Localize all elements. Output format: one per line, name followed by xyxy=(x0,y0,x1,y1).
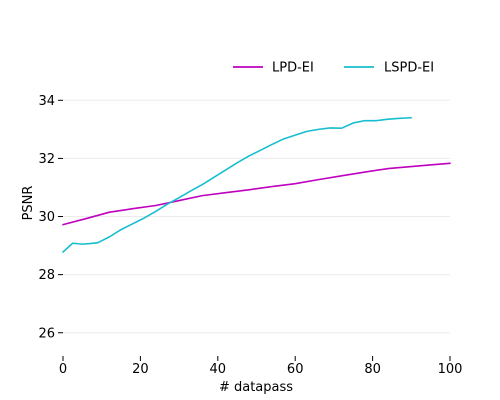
y-axis-label: PSNR xyxy=(21,186,36,221)
x-axis: 0 20 40 60 80 100 xyxy=(59,356,463,377)
x-tick-label: 100 xyxy=(438,362,463,377)
y-tick-label: 26 xyxy=(38,326,55,341)
y-tick-label: 34 xyxy=(38,94,55,109)
gridlines xyxy=(63,99,450,334)
x-tick-label: 40 xyxy=(210,362,227,377)
y-tick-label: 32 xyxy=(38,152,55,167)
y-axis: 26 28 30 32 34 xyxy=(38,94,63,341)
series-line-lspd-ei xyxy=(62,116,413,253)
x-tick-label: 0 xyxy=(59,362,67,377)
x-tick-label: 60 xyxy=(287,362,304,377)
legend-label-lspd-ei: LSPD-EI xyxy=(384,61,434,76)
y-tick-label: 28 xyxy=(38,268,55,283)
x-tick-label: 80 xyxy=(364,362,381,377)
legend: LPD-EI LSPD-EI xyxy=(233,61,434,76)
series-lines xyxy=(62,116,451,253)
y-tick-label: 30 xyxy=(38,210,55,225)
x-axis-label: # datapass xyxy=(219,380,293,395)
legend-label-lpd-ei: LPD-EI xyxy=(272,61,314,76)
x-tick-label: 20 xyxy=(132,362,149,377)
series-line-lpd-ei xyxy=(62,162,451,226)
